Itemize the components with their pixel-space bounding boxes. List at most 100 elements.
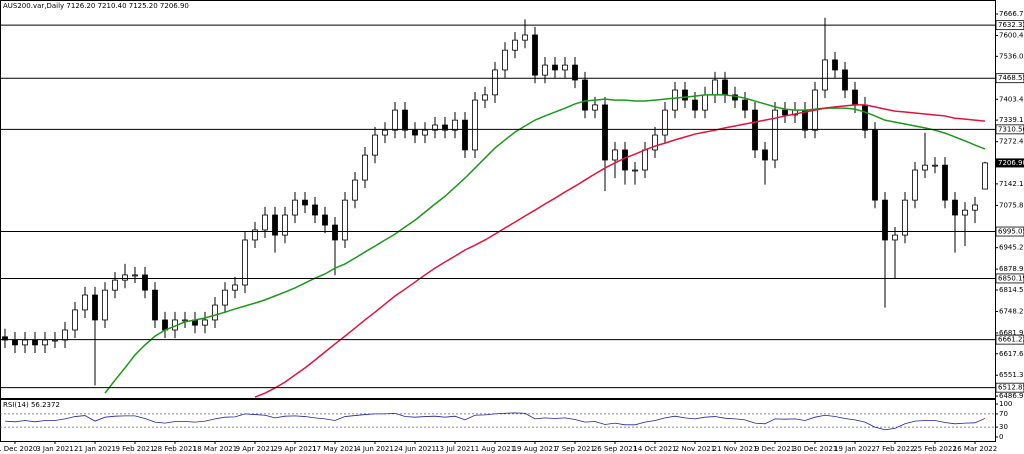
- level-label-box: [995, 226, 1024, 237]
- candle-body: [872, 129, 878, 201]
- candle-body: [442, 124, 448, 131]
- candle-body: [102, 289, 108, 321]
- candle-body: [352, 179, 358, 201]
- candle-body: [722, 79, 728, 96]
- x-tick-label: 9 Dec 2021: [755, 445, 795, 453]
- candle-body: [212, 304, 218, 321]
- x-tick-label: 1 Aug 2021: [475, 445, 515, 453]
- rsi-title: RSI(14) 56.2372: [3, 401, 60, 409]
- y-tick-label: 6617.60: [999, 350, 1024, 358]
- x-tick-label: 16 Mar 2022: [953, 445, 997, 453]
- y-tick-label: 6945.20: [999, 244, 1024, 252]
- candle-body: [612, 149, 618, 161]
- candle-body: [942, 164, 948, 201]
- candle-body: [842, 69, 848, 91]
- x-tick-label: 18 Mar 2021: [193, 445, 237, 453]
- candle-body: [562, 64, 568, 71]
- candle-body: [432, 124, 438, 131]
- y-tick-label: 7339.15: [999, 116, 1024, 124]
- y-tick-label: 70: [999, 410, 1008, 418]
- candle-body: [852, 89, 858, 106]
- level-label: 6661.22: [998, 336, 1024, 344]
- candle-body: [592, 104, 598, 111]
- candle-body: [492, 69, 498, 96]
- y-tick-label: 6551.30: [999, 371, 1024, 379]
- candle-body: [632, 169, 638, 172]
- candle-body: [32, 339, 38, 346]
- candle-body: [752, 109, 758, 151]
- candle-body: [262, 214, 268, 231]
- current-price-label: 7206.90: [998, 159, 1024, 167]
- candle-body: [952, 199, 958, 216]
- y-tick-label: 7536.05: [999, 52, 1024, 60]
- candle-body: [932, 164, 938, 167]
- level-label: 6995.05: [998, 228, 1024, 236]
- y-tick-label: 7075.85: [999, 201, 1024, 209]
- x-tick-label: 29 Apr 2021: [273, 445, 316, 453]
- candle-body: [392, 109, 398, 131]
- candle-body: [372, 134, 378, 156]
- candle-body: [782, 109, 788, 116]
- x-tick-label: 14 Oct 2021: [633, 445, 676, 453]
- candle-body: [222, 289, 228, 306]
- candle-body: [302, 199, 308, 206]
- candle-body: [272, 214, 278, 236]
- candle-body: [242, 239, 248, 286]
- x-tick-label: 21 Jan 2021: [74, 445, 116, 453]
- level-label-box: [995, 73, 1024, 84]
- candle-body: [322, 214, 328, 226]
- candle-body: [602, 104, 608, 161]
- candle-body: [522, 34, 528, 41]
- candle-body: [762, 149, 768, 161]
- x-tick-label: 19 Aug 2021: [513, 445, 558, 453]
- candle-body: [22, 339, 28, 346]
- x-tick-label: 30 Dec 2021: [793, 445, 838, 453]
- candle-body: [702, 94, 708, 111]
- level-label-box: [995, 382, 1024, 393]
- candle-body: [682, 89, 688, 101]
- candle-body: [882, 199, 888, 241]
- x-tick-label: 2 Nov 2021: [675, 445, 715, 453]
- level-label-box: [995, 334, 1024, 345]
- x-tick-label: 9 Feb 2021: [115, 445, 154, 453]
- y-tick-label: 6748.25: [999, 307, 1024, 315]
- level-label: 7468.55: [998, 74, 1024, 82]
- candle-body: [912, 169, 918, 201]
- candle-body: [692, 99, 698, 111]
- candle-body: [622, 149, 628, 171]
- y-tick-label: 7666.70: [999, 10, 1024, 18]
- y-tick-label: 7600.45: [999, 31, 1024, 39]
- candle-body: [832, 59, 838, 71]
- candle-body: [902, 199, 908, 236]
- rsi-line: [4, 412, 986, 431]
- candle-body: [202, 319, 208, 326]
- candle-body: [132, 274, 138, 277]
- candle-body: [292, 199, 298, 216]
- candle-body: [332, 224, 338, 241]
- candle-body: [922, 164, 928, 171]
- level-label: 7632.32: [998, 21, 1024, 29]
- candle-body: [962, 209, 968, 216]
- candle-body: [712, 79, 718, 96]
- candle-body: [672, 89, 678, 111]
- candle-body: [482, 94, 488, 101]
- x-tick-label: 17 May 2021: [312, 445, 358, 453]
- candle-body: [572, 64, 578, 81]
- candle-body: [112, 279, 118, 291]
- candle-body: [92, 294, 98, 321]
- x-tick-label: 24 Jun 2021: [394, 445, 436, 453]
- x-tick-label: 9 Apr 2021: [236, 445, 275, 453]
- candle-body: [42, 339, 48, 346]
- level-label-box: [995, 20, 1024, 31]
- candle-body: [232, 284, 238, 291]
- candle-body: [822, 59, 828, 91]
- candle-body: [62, 329, 68, 341]
- y-tick-label: 6814.55: [999, 286, 1024, 294]
- candle-body: [472, 99, 478, 151]
- y-tick-label: 7403.45: [999, 95, 1024, 103]
- chart-title: AUS200.var,Daily 7126.20 7210.40 7125.20…: [3, 2, 189, 10]
- candle-body: [182, 319, 188, 322]
- candle-body: [772, 109, 778, 161]
- level-label-box: [995, 124, 1024, 135]
